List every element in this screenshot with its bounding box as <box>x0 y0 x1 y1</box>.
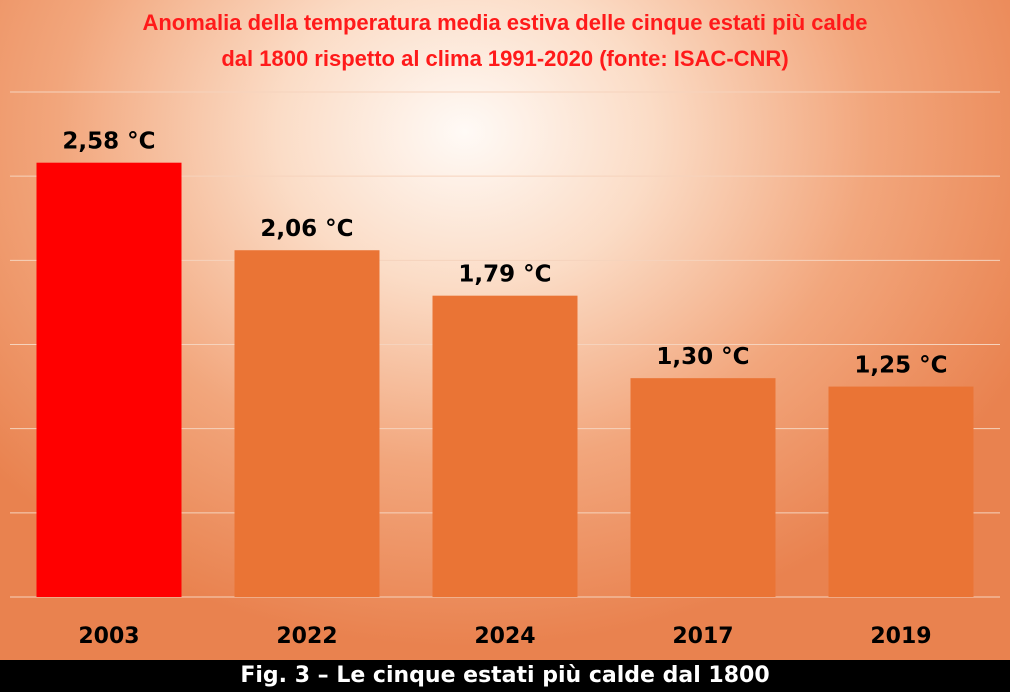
data-label-2017: 1,30 °C <box>656 344 749 370</box>
data-label-2003: 2,58 °C <box>62 129 155 155</box>
x-tick-label-2024: 2024 <box>474 624 535 649</box>
figure-caption: Fig. 3 – Le cinque estati più calde dal … <box>0 660 1010 692</box>
chart-title-line-2: dal 1800 rispetto al clima 1991-2020 (fo… <box>221 46 789 71</box>
bar-chart: 2,58 °C 2003 2,06 °C 2022 1,79 °C 2024 1,30 °C… <box>10 91 1000 649</box>
x-tick-label-2019: 2019 <box>870 624 931 649</box>
bar-2019 <box>828 386 974 597</box>
x-tick-label-2003: 2003 <box>78 624 139 649</box>
x-tick-label-2022: 2022 <box>276 624 337 649</box>
bar-2017 <box>630 378 776 597</box>
data-label-2022: 2,06 °C <box>260 216 353 242</box>
bar-2024 <box>432 295 578 597</box>
data-label-2024: 1,79 °C <box>458 262 551 288</box>
x-tick-label-2017: 2017 <box>672 624 733 649</box>
data-label-2019: 1,25 °C <box>854 353 947 379</box>
bar-2003 <box>36 162 182 597</box>
bar-2022 <box>234 250 380 597</box>
chart-title-line-1: Anomalia della temperatura media estiva … <box>142 10 868 35</box>
chart-area: Anomalia della temperatura media estiva … <box>0 0 1010 660</box>
